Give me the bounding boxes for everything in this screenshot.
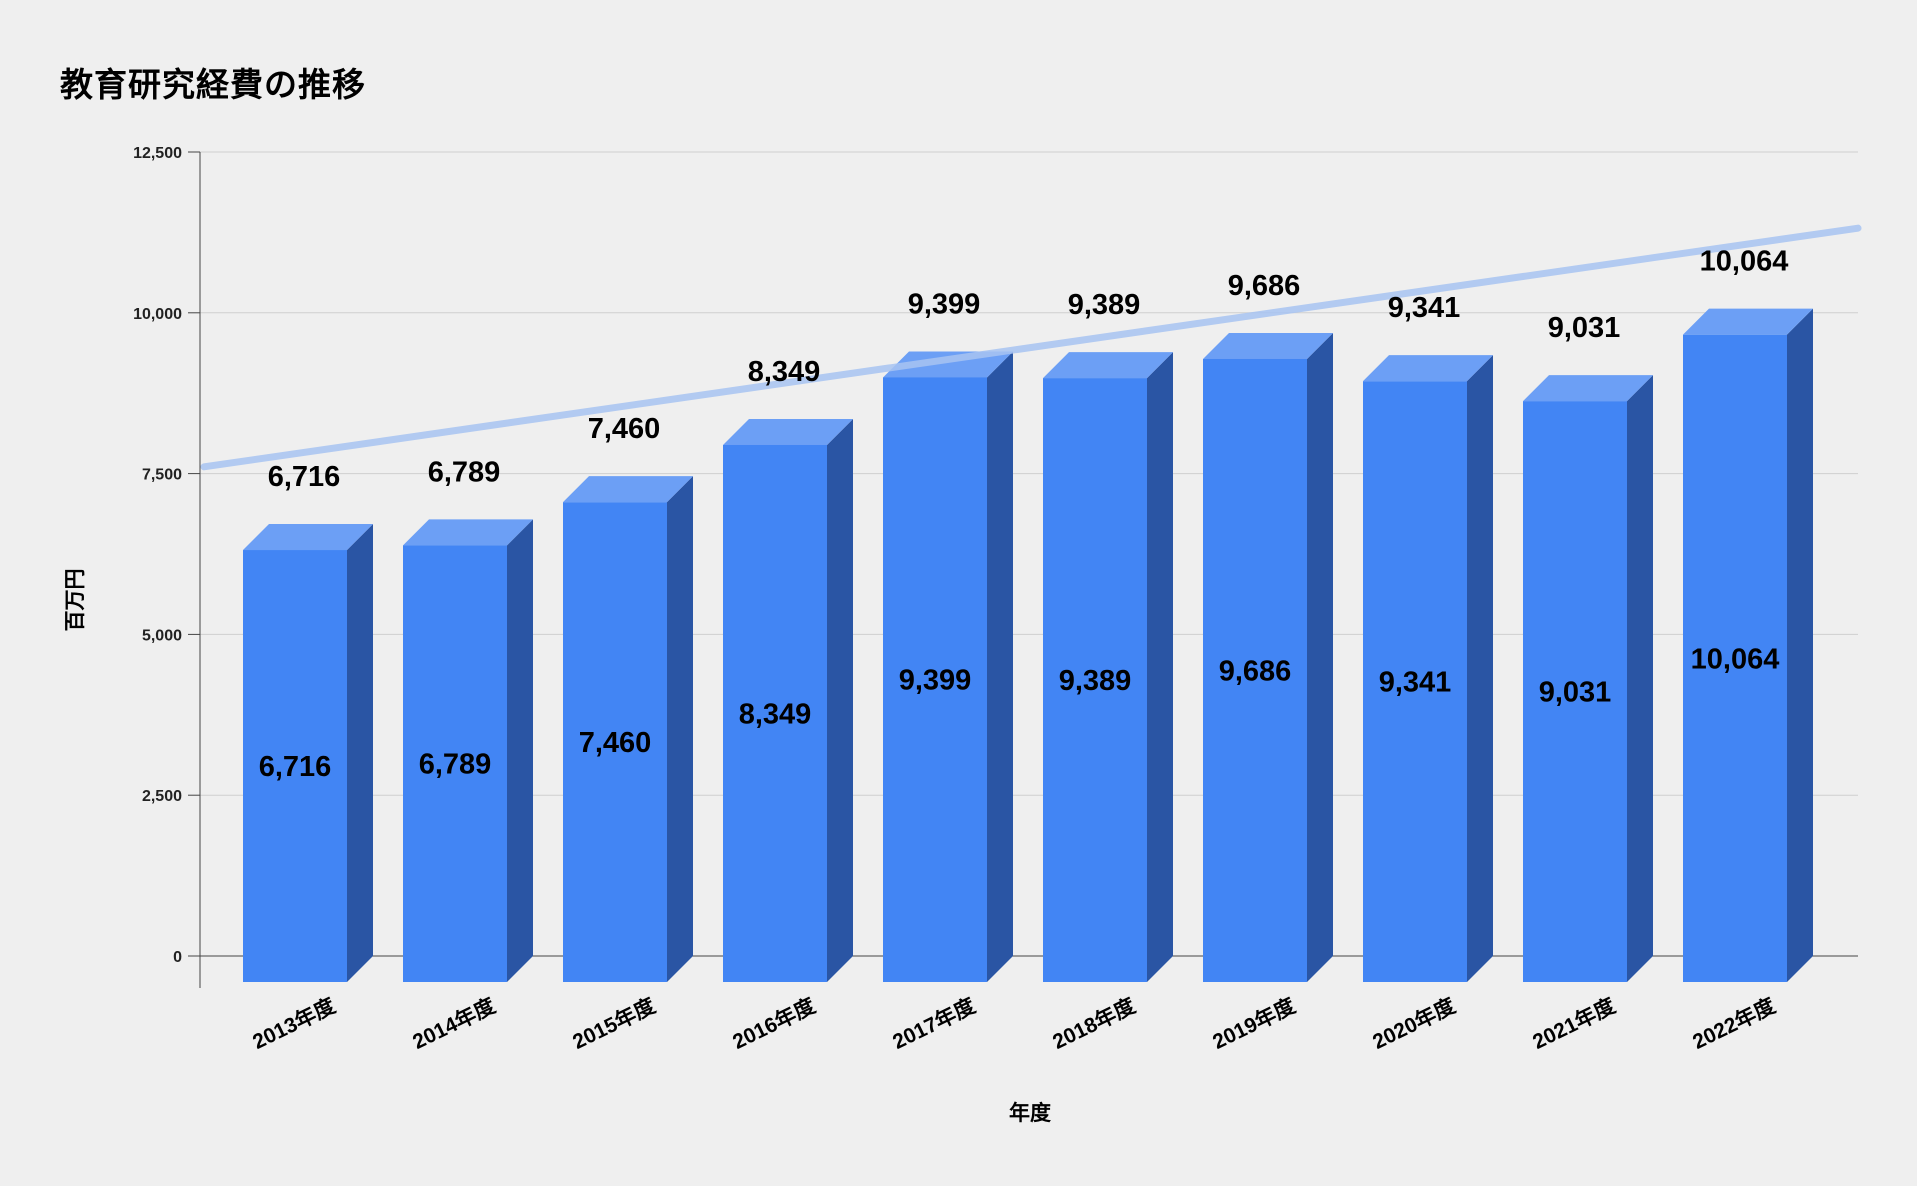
data-label-top: 9,031: [1548, 312, 1621, 344]
data-label-top: 7,460: [588, 413, 661, 445]
bar-front: [403, 545, 507, 982]
bar-front: [1363, 381, 1467, 982]
data-label-top: 9,389: [1068, 289, 1141, 321]
bar: [243, 524, 373, 982]
data-label-top: 9,341: [1388, 292, 1461, 324]
bar: [883, 351, 1013, 983]
bar-front: [723, 444, 827, 982]
bar-top: [1043, 352, 1173, 379]
data-label-top: 9,399: [908, 288, 981, 320]
data-label-inner: 6,716: [259, 751, 332, 783]
trendline-layer: [200, 224, 1862, 471]
bar-top: [243, 524, 373, 551]
x-axis: 2013年度 2014年度 2015年度 2016年度 2017年度 2018年度 2019…: [249, 993, 1779, 1053]
y-tick-label: 5,000: [142, 627, 182, 644]
bar-side: [1467, 355, 1493, 982]
data-label-top: 8,349: [748, 356, 821, 388]
data-label-inner: 7,460: [579, 727, 652, 759]
x-tick-label: 2022年度: [1689, 993, 1779, 1053]
bar-side: [1627, 375, 1653, 982]
bar-front: [1043, 378, 1147, 983]
x-tick-label: 2015年度: [569, 993, 659, 1053]
x-tick-label: 2013年度: [249, 993, 339, 1053]
x-tick-label: 2014年度: [409, 993, 499, 1053]
bar: [403, 519, 533, 982]
data-label-top: 6,789: [428, 456, 501, 488]
chart-title: 教育研究経費の推移: [60, 65, 366, 104]
bar-front: [1203, 358, 1307, 983]
bar: [1683, 308, 1813, 982]
data-label-inner: 9,031: [1539, 677, 1612, 709]
bar-side: [1307, 332, 1333, 983]
bar: [1363, 355, 1493, 982]
y-axis-title: 百万円: [63, 569, 87, 632]
x-axis-title: 年度: [1009, 1101, 1051, 1125]
bar-front: [1683, 334, 1787, 982]
y-tick-label: 10,000: [133, 306, 182, 323]
y-axis: 0 2,500 5,000 7,500 10,000 12,500: [133, 145, 201, 988]
bar-top: [723, 418, 853, 445]
data-label-inner: 9,686: [1219, 655, 1292, 687]
trendline: [200, 224, 1862, 471]
x-tick-label: 2019年度: [1209, 993, 1299, 1053]
data-label-inner: 9,399: [899, 665, 972, 697]
data-label-top: 10,064: [1700, 246, 1789, 278]
bar-front: [1523, 401, 1627, 982]
bar-side: [667, 476, 693, 982]
bar-top: [1363, 355, 1493, 382]
bar-top: [563, 476, 693, 503]
bar-side: [827, 418, 853, 982]
data-label-top: 6,716: [268, 461, 341, 493]
bar-side: [1787, 308, 1813, 982]
bar-top: [1523, 375, 1653, 402]
y-tick-label: 12,500: [133, 145, 182, 162]
y-tick-label: 2,500: [142, 788, 182, 805]
bar: [1523, 375, 1653, 982]
x-tick-label: 2018年度: [1049, 993, 1139, 1053]
y-tick-label: 7,500: [142, 467, 182, 484]
bar: [1203, 332, 1333, 983]
bar: [1043, 352, 1173, 983]
data-label-inner: 9,341: [1379, 667, 1452, 699]
bar-front: [883, 377, 987, 983]
x-tick-label: 2021年度: [1529, 993, 1619, 1053]
bar-side: [1147, 352, 1173, 983]
x-tick-label: 2017年度: [889, 993, 979, 1053]
bar-front: [243, 550, 347, 982]
data-labels: 6,716 6,716 6,789 6,789 7,460 7,460 8,349 8,349…: [259, 246, 1789, 783]
bars: [243, 308, 1813, 983]
y-tick-label: 0: [173, 949, 182, 966]
bar-top: [1203, 332, 1333, 359]
bar-side: [347, 524, 373, 982]
data-label-inner: 9,389: [1059, 665, 1132, 697]
bar: [723, 418, 853, 982]
data-label-inner: 6,789: [419, 749, 492, 781]
bar-front: [563, 502, 667, 982]
data-label-inner: 10,064: [1691, 643, 1780, 675]
bar-top: [403, 519, 533, 546]
x-tick-label: 2020年度: [1369, 993, 1459, 1053]
data-label-top: 9,686: [1228, 270, 1301, 302]
x-tick-label: 2016年度: [729, 993, 819, 1053]
bar-side: [507, 519, 533, 982]
bar: [563, 476, 693, 982]
bar-top: [1683, 308, 1813, 335]
data-label-inner: 8,349: [739, 698, 812, 730]
bar-side: [987, 351, 1013, 983]
